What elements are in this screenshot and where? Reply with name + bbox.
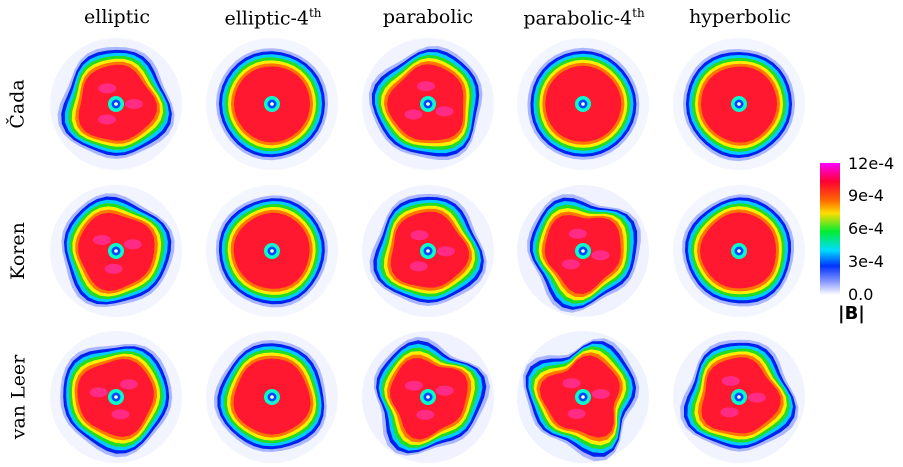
colorbar-tick-6e-4: 6e-4 — [848, 219, 884, 238]
column-title-hyperbolic: hyperbolic — [689, 6, 791, 28]
core-center — [114, 249, 118, 253]
core-center — [737, 249, 741, 253]
panel-koren-elliptic — [44, 181, 184, 321]
field-plot — [362, 331, 494, 463]
field-plot — [206, 185, 338, 317]
row-label-van-leer: van Leer — [7, 354, 29, 440]
core-center — [737, 102, 741, 106]
high-field-spot — [409, 261, 428, 272]
column-title-elliptic-4th: elliptic-4th — [224, 6, 322, 30]
panel-van-leer-elliptic — [44, 327, 184, 467]
core-center — [426, 249, 430, 253]
field-plot — [517, 331, 649, 463]
high-field-spot — [435, 106, 454, 117]
field-plot — [206, 331, 338, 463]
core-center — [114, 102, 118, 106]
field-plot — [206, 38, 338, 170]
panel-van-leer-parabolic-4th — [511, 327, 651, 467]
field-plot — [362, 185, 494, 317]
high-field-spot — [97, 114, 116, 125]
high-field-spot — [561, 259, 580, 270]
field-plot — [673, 185, 805, 317]
core-center — [581, 395, 585, 399]
high-field-spot — [435, 385, 454, 396]
field-plot — [50, 185, 182, 317]
high-field-spot — [437, 246, 455, 257]
panel-van-leer-parabolic — [356, 327, 496, 467]
high-field-spot — [416, 409, 435, 420]
field-plot — [517, 38, 649, 170]
core-center — [581, 249, 585, 253]
high-field-spot — [123, 239, 142, 250]
panel-cada-elliptic — [44, 34, 184, 174]
column-title-elliptic: elliptic — [84, 6, 150, 28]
high-field-spot — [404, 109, 423, 120]
high-field-spot — [119, 379, 138, 390]
high-field-spot — [98, 83, 117, 94]
high-field-spot — [89, 387, 108, 398]
panel-koren-parabolic-4th — [511, 181, 651, 321]
panel-van-leer-hyperbolic — [667, 327, 807, 467]
field-plot — [50, 38, 182, 170]
colorbar-label: |B| — [838, 303, 865, 324]
high-field-spot — [562, 378, 581, 389]
field-plot — [673, 38, 805, 170]
panel-cada-parabolic — [356, 34, 496, 174]
core-center — [426, 102, 430, 106]
panel-koren-hyperbolic — [667, 181, 807, 321]
colorbar-tick-9e-4: 9e-4 — [848, 186, 884, 205]
core-center — [270, 395, 274, 399]
core-center — [114, 395, 118, 399]
colorbar — [820, 163, 840, 295]
panel-cada-elliptic-4th — [200, 34, 340, 174]
panel-cada-hyperbolic — [667, 34, 807, 174]
high-field-spot — [417, 81, 435, 92]
column-title-parabolic: parabolic — [382, 6, 474, 28]
high-field-spot — [404, 380, 423, 391]
core-center — [270, 249, 274, 253]
field-plot — [50, 331, 182, 463]
field-plot — [362, 38, 494, 170]
core-center — [581, 102, 585, 106]
panel-cada-parabolic-4th — [511, 34, 651, 174]
high-field-spot — [567, 408, 586, 419]
panel-koren-parabolic — [356, 181, 496, 321]
row-label-koren: Koren — [7, 222, 29, 280]
high-field-spot — [591, 389, 610, 399]
high-field-spot — [591, 250, 610, 261]
high-field-spot — [568, 228, 587, 239]
high-field-spot — [111, 409, 130, 420]
colorbar-tick-12e-4: 12e-4 — [848, 154, 895, 173]
panel-koren-elliptic-4th — [200, 181, 340, 321]
field-plot — [517, 185, 649, 317]
high-field-spot — [410, 230, 429, 241]
colorbar-tick-3e-4: 3e-4 — [848, 252, 884, 271]
core-center — [426, 395, 430, 399]
field-plot — [673, 331, 805, 463]
panel-van-leer-elliptic-4th — [200, 327, 340, 467]
high-field-spot — [748, 392, 766, 403]
high-field-spot — [125, 99, 143, 109]
core-center — [737, 395, 741, 399]
high-field-spot — [720, 407, 739, 418]
row-label-cada: Čada — [7, 79, 30, 129]
high-field-spot — [721, 376, 740, 386]
high-field-spot — [92, 235, 111, 245]
colorbar-gradient — [820, 163, 840, 295]
core-center — [270, 102, 274, 106]
high-field-spot — [104, 263, 123, 274]
column-title-parabolic-4th: parabolic-4th — [523, 6, 645, 30]
colorbar-tick-0: 0.0 — [848, 285, 874, 304]
